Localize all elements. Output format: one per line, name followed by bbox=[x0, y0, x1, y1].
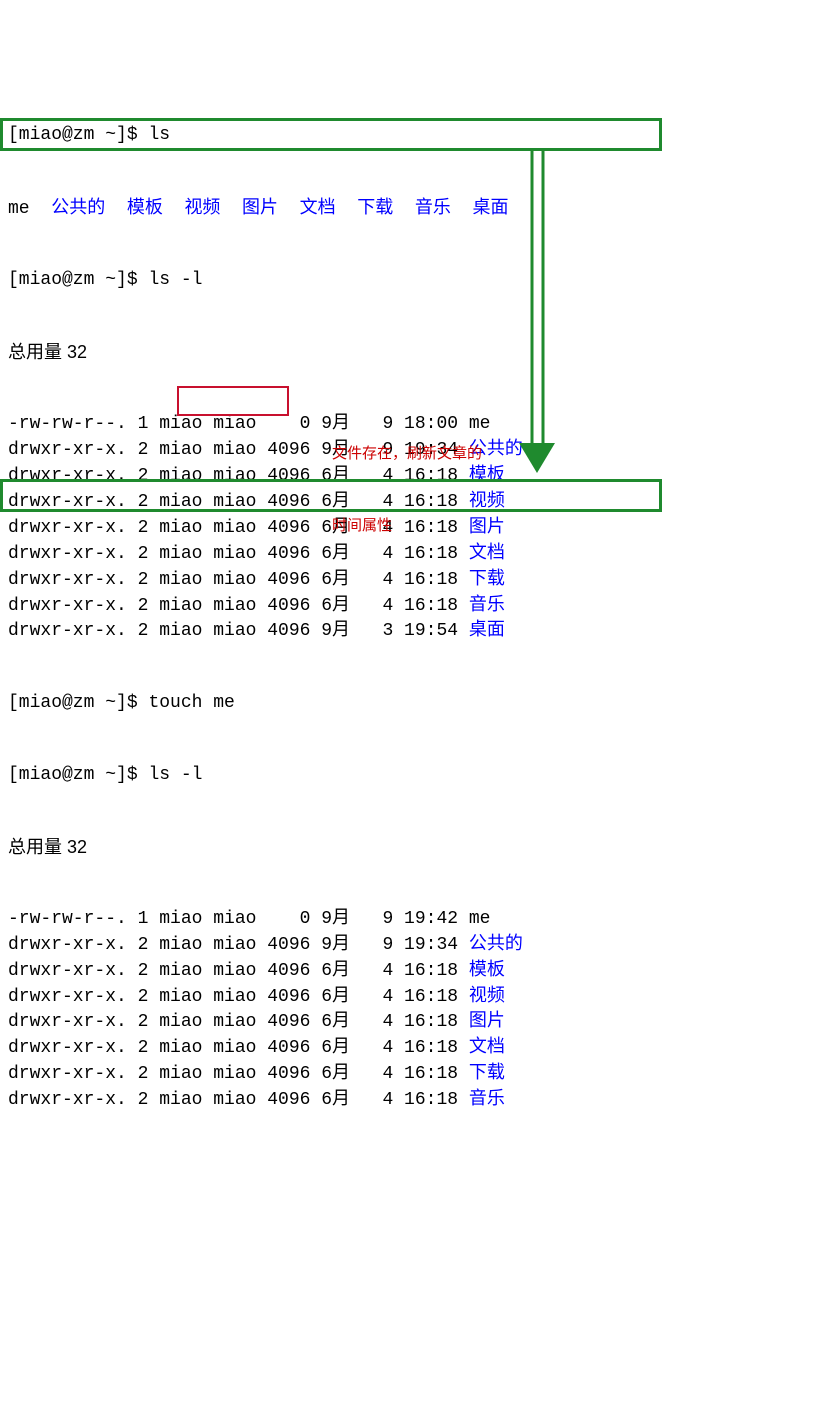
listing-row: drwxr-xr-x. 2 miao miao 4096 6月 4 16:18 … bbox=[8, 1061, 805, 1087]
listing-row-meta: drwxr-xr-x. 2 miao miao 4096 6月 4 16:18 bbox=[8, 1090, 469, 1110]
terminal-line: [miao@zm ~]$ ls -l bbox=[8, 764, 805, 788]
total-line: 总用量 32 bbox=[8, 341, 805, 365]
annotation-line-1: 文件存在，刷新文章的 bbox=[332, 444, 532, 465]
listing-row: drwxr-xr-x. 2 miao miao 4096 6月 4 16:18 … bbox=[8, 593, 805, 619]
listing-row: drwxr-xr-x. 2 miao miao 4096 6月 4 16:18 … bbox=[8, 1087, 805, 1113]
annotation-text: 文件存在，刷新文章的 时间属性 bbox=[332, 394, 532, 562]
listing-row-name: 音乐 bbox=[469, 1088, 505, 1108]
listing-row-meta: drwxr-xr-x. 2 miao miao 4096 6月 4 16:18 bbox=[8, 961, 469, 981]
highlight-box-red bbox=[177, 386, 289, 416]
prompt: [miao@zm ~]$ bbox=[8, 270, 148, 290]
command-touch: touch me bbox=[148, 693, 234, 713]
ls-item: 下载 bbox=[357, 197, 393, 217]
listing-row-name: 公共的 bbox=[469, 933, 523, 953]
listing-row-name: 音乐 bbox=[469, 594, 505, 614]
listing-row-meta: drwxr-xr-x. 2 miao miao 4096 6月 4 16:18 bbox=[8, 570, 469, 590]
ls-item: 图片 bbox=[242, 197, 278, 217]
listing-row: drwxr-xr-x. 2 miao miao 4096 9月 3 19:54 … bbox=[8, 618, 805, 644]
listing-row: drwxr-xr-x. 2 miao miao 4096 6月 4 16:18 … bbox=[8, 958, 805, 984]
ls-item: me bbox=[8, 199, 30, 219]
ls-item: 音乐 bbox=[415, 197, 451, 217]
listing-row: drwxr-xr-x. 2 miao miao 4096 9月 9 19:34 … bbox=[8, 932, 805, 958]
command-ls-l-2: ls -l bbox=[148, 765, 202, 785]
prompt: [miao@zm ~]$ bbox=[8, 765, 148, 785]
prompt: [miao@zm ~]$ bbox=[8, 693, 148, 713]
annotation-line-2: 时间属性 bbox=[332, 516, 532, 537]
listing-row-meta: -rw-rw-r--. 1 miao miao 0 9月 9 19:42 bbox=[8, 909, 469, 929]
listing-row-meta: drwxr-xr-x. 2 miao miao 4096 6月 4 16:18 bbox=[8, 987, 469, 1007]
listing-row: drwxr-xr-x. 2 miao miao 4096 6月 4 16:18 … bbox=[8, 1035, 805, 1061]
listing-row: drwxr-xr-x. 2 miao miao 4096 6月 4 16:18 … bbox=[8, 567, 805, 593]
command-ls: ls bbox=[148, 125, 170, 145]
listing-row: drwxr-xr-x. 2 miao miao 4096 6月 4 16:18 … bbox=[8, 1009, 805, 1035]
listing-row-meta: drwxr-xr-x. 2 miao miao 4096 9月 9 19:34 bbox=[8, 935, 469, 955]
prompt: [miao@zm ~]$ bbox=[8, 125, 148, 145]
ls-output-line: me 公共的 模板 视频 图片 文档 下载 音乐 桌面 bbox=[8, 196, 805, 222]
listing-row-meta: drwxr-xr-x. 2 miao miao 4096 9月 3 19:54 bbox=[8, 621, 469, 641]
listing-row-name: 文档 bbox=[469, 1036, 505, 1056]
ls-item: 模板 bbox=[127, 197, 163, 217]
ls-item: 桌面 bbox=[472, 197, 508, 217]
listing-row-name: 下载 bbox=[469, 1062, 505, 1082]
listing-row-name: me bbox=[469, 909, 491, 929]
listing-row-meta: drwxr-xr-x. 2 miao miao 4096 6月 4 16:18 bbox=[8, 1064, 469, 1084]
listing-row-name: 图片 bbox=[469, 1010, 505, 1030]
ls-item: 视频 bbox=[184, 197, 220, 217]
listing-row-meta: drwxr-xr-x. 2 miao miao 4096 6月 4 16:18 bbox=[8, 1038, 469, 1058]
listing-row-name: 下载 bbox=[469, 568, 505, 588]
listing-row-meta: drwxr-xr-x. 2 miao miao 4096 6月 4 16:18 bbox=[8, 1012, 469, 1032]
listing-block-2: -rw-rw-r--. 1 miao miao 0 9月 9 19:42 med… bbox=[8, 908, 805, 1114]
terminal-line: [miao@zm ~]$ ls -l bbox=[8, 269, 805, 293]
terminal-line: [miao@zm ~]$ touch me bbox=[8, 692, 805, 716]
listing-row-name: 视频 bbox=[469, 985, 505, 1005]
listing-row: drwxr-xr-x. 2 miao miao 4096 6月 4 16:18 … bbox=[8, 984, 805, 1010]
ls-item: 公共的 bbox=[51, 197, 105, 217]
listing-row-meta: drwxr-xr-x. 2 miao miao 4096 6月 4 16:18 bbox=[8, 596, 469, 616]
listing-row-name: 桌面 bbox=[469, 619, 505, 639]
command-ls-l: ls -l bbox=[148, 270, 202, 290]
total-line-2: 总用量 32 bbox=[8, 836, 805, 860]
ls-item: 文档 bbox=[300, 197, 336, 217]
terminal-line: [miao@zm ~]$ ls bbox=[8, 124, 805, 148]
listing-row-name: 模板 bbox=[469, 959, 505, 979]
listing-row: -rw-rw-r--. 1 miao miao 0 9月 9 19:42 me bbox=[8, 908, 805, 932]
